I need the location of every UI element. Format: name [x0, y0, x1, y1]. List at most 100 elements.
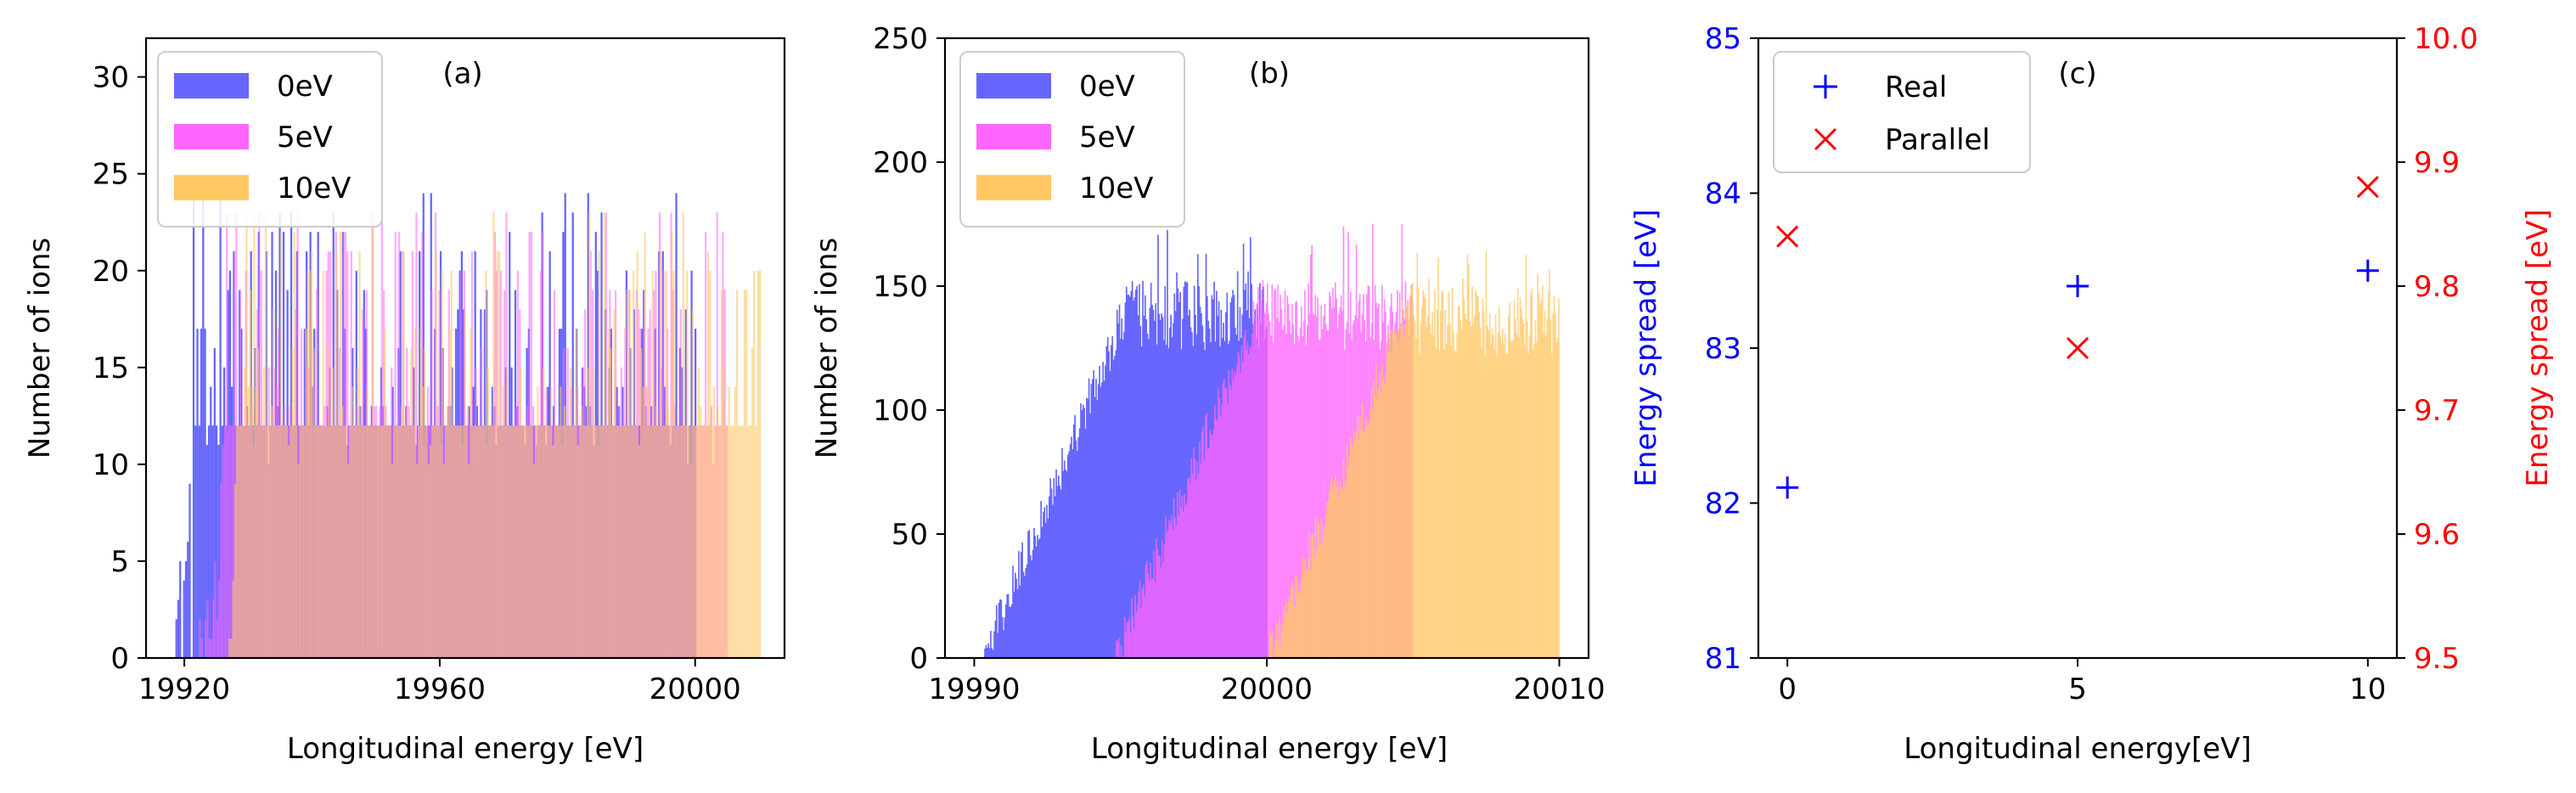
bar-a-10eV-140	[491, 425, 493, 658]
bar-a-10eV-162	[532, 464, 535, 658]
bar-b-5eV-193	[1340, 295, 1342, 658]
bar-a-5eV-19	[233, 250, 236, 658]
bar-b-5eV-118	[1252, 301, 1255, 658]
bar-a-10eV-229	[661, 425, 664, 658]
bar-b-5eV-181	[1326, 330, 1328, 658]
bar-b-0eV-111	[1112, 359, 1115, 658]
bar-b-10eV-218	[1521, 318, 1524, 658]
bar-a-10eV-209	[622, 425, 625, 658]
bar-b-5eV-1	[1116, 640, 1117, 658]
bar-a-10eV-147	[503, 425, 507, 658]
bar-b-5eV-16	[1133, 628, 1135, 658]
bar-b-10eV-202	[1503, 344, 1505, 658]
bar-a-10eV-48	[314, 425, 317, 658]
bar-a-10eV-257	[715, 425, 717, 658]
bar-b-0eV-83	[1080, 403, 1082, 658]
bar-a-10eV-226	[655, 406, 658, 658]
bar-a-10eV-46	[311, 250, 313, 658]
bar-b-10eV-166	[1460, 329, 1463, 658]
y-tick-label-a-1: 5	[110, 545, 129, 579]
bar-b-5eV-167	[1309, 254, 1312, 658]
bar-a-10eV-244	[689, 425, 692, 658]
bar-b-5eV-85	[1213, 404, 1216, 658]
bar-b-5eV-138	[1276, 318, 1278, 658]
bar-a-10eV-59	[335, 250, 338, 658]
legend-a: 0eV 5eV 10eV	[157, 51, 383, 228]
bar-b-0eV-9	[993, 631, 995, 658]
bar-b-10eV-6	[1274, 646, 1275, 658]
bar-b-5eV-101	[1233, 380, 1235, 658]
bar-a-10eV-65	[346, 464, 350, 658]
bar-a-5eV-18	[231, 425, 234, 658]
bar-b-5eV-133	[1270, 335, 1272, 658]
bar-b-0eV-32	[1020, 551, 1022, 658]
bar-a-10eV-22	[264, 212, 267, 658]
bar-b-0eV-168	[1179, 292, 1182, 658]
bar-b-5eV-189	[1336, 297, 1337, 658]
bar-b-10eV-19	[1289, 597, 1291, 658]
bar-b-0eV-21	[1007, 593, 1010, 658]
bar-b-10eV-20	[1290, 587, 1292, 658]
bar-b-0eV-123	[1127, 295, 1128, 658]
bar-b-0eV-7	[991, 648, 993, 658]
bar-a-10eV-136	[483, 425, 486, 658]
bar-b-5eV-48	[1170, 515, 1173, 658]
bar-b-5eV-160	[1302, 336, 1304, 658]
bar-b-5eV-125	[1261, 322, 1263, 658]
bar-b-5eV-14	[1131, 598, 1133, 658]
bar-b-5eV-195	[1342, 226, 1345, 658]
bar-b-5eV-114	[1247, 354, 1250, 658]
bar-a-10eV-273	[745, 290, 748, 658]
bar-a-10eV-38	[295, 425, 298, 658]
bar-b-10eV-43	[1317, 518, 1319, 658]
bar-a-10eV-44	[307, 270, 309, 658]
bar-b-10eV-79	[1358, 416, 1361, 658]
histogram-series-b-10eV	[1268, 250, 1560, 658]
bar-a-10eV-127	[465, 425, 469, 658]
bar-b-10eV-170	[1465, 319, 1467, 658]
bar-b-5eV-13	[1129, 632, 1132, 658]
bar-b-10eV-96	[1379, 373, 1381, 658]
bar-b-5eV-89	[1218, 397, 1221, 658]
bar-b-5eV-69	[1195, 480, 1197, 658]
bar-b-0eV-6	[990, 630, 992, 658]
legend-marker-parallel-c	[1814, 127, 1837, 151]
bar-a-0eV-25	[219, 193, 222, 658]
bar-b-10eV-168	[1463, 298, 1465, 658]
bar-b-0eV-37	[1026, 564, 1028, 658]
bar-b-0eV-2	[985, 644, 987, 658]
bar-b-10eV-199	[1499, 335, 1501, 658]
bar-b-0eV-85	[1082, 404, 1084, 658]
bar-b-0eV-22	[1009, 606, 1010, 658]
bar-a-10eV-117	[447, 406, 449, 658]
bar-b-5eV-62	[1187, 479, 1189, 658]
bar-b-5eV-107	[1240, 373, 1241, 658]
bar-a-10eV-52	[322, 270, 324, 658]
bar-b-0eV-115	[1117, 323, 1119, 658]
bar-a-10eV-240	[682, 212, 684, 658]
bar-b-5eV-7	[1122, 655, 1125, 658]
bar-a-5eV-114	[415, 212, 418, 658]
bar-a-10eV-202	[609, 348, 612, 658]
bar-a-10eV-42	[302, 425, 306, 658]
bar-a-10eV-235	[672, 270, 675, 658]
bar-a-10eV-220	[644, 232, 646, 658]
bar-b-10eV-244	[1552, 312, 1554, 658]
bar-b-10eV-217	[1521, 307, 1522, 658]
bar-a-10eV-33	[285, 425, 288, 658]
bar-a-10eV-73	[362, 425, 365, 658]
bar-b-5eV-122	[1257, 287, 1259, 658]
histogram-bars-a	[175, 193, 762, 658]
bar-a-0eV-19	[207, 425, 211, 658]
bar-b-10eV-224	[1528, 335, 1531, 658]
bar-a-10eV-41	[301, 425, 303, 658]
bar-b-0eV-94	[1093, 370, 1095, 658]
bar-a-10eV-233	[668, 425, 672, 658]
y-tick-label-b-0: 0	[909, 642, 928, 676]
bar-b-10eV-160	[1454, 350, 1456, 658]
bar-b-0eV-65	[1059, 486, 1061, 658]
bar-b-10eV-235	[1541, 284, 1544, 658]
bar-a-10eV-245	[691, 309, 695, 658]
bar-a-10eV-170	[548, 425, 551, 658]
bar-b-5eV-151	[1291, 304, 1293, 658]
